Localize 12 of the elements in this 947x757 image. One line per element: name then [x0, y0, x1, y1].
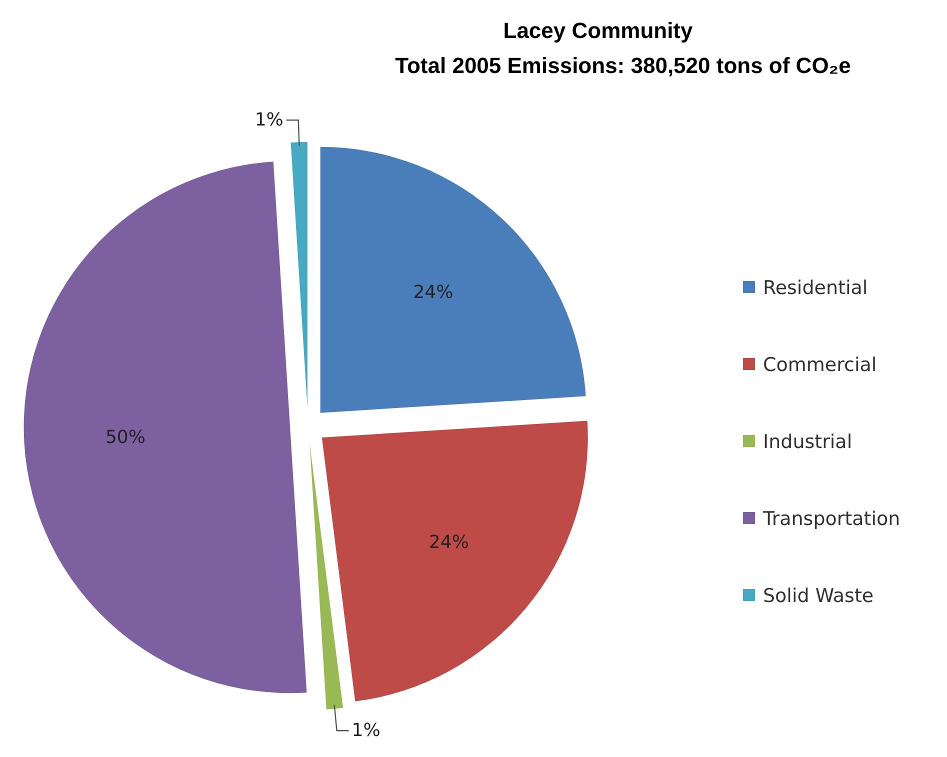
legend-label: Industrial — [763, 431, 852, 453]
data-label: 1% — [352, 720, 380, 742]
legend-label: Residential — [763, 277, 868, 299]
chart-title: Lacey Community — [503, 18, 694, 43]
data-label: 24% — [428, 532, 469, 554]
legend-label: Transportation — [762, 508, 900, 530]
data-label: 50% — [105, 426, 146, 448]
chart-subtitle: Total 2005 Emissions: 380,520 tons of CO₂e — [395, 53, 851, 78]
legend-label: Commercial — [763, 354, 877, 376]
data-label: 24% — [413, 282, 454, 304]
legend-label: Solid Waste — [763, 585, 874, 607]
data-label: 1% — [254, 110, 284, 131]
